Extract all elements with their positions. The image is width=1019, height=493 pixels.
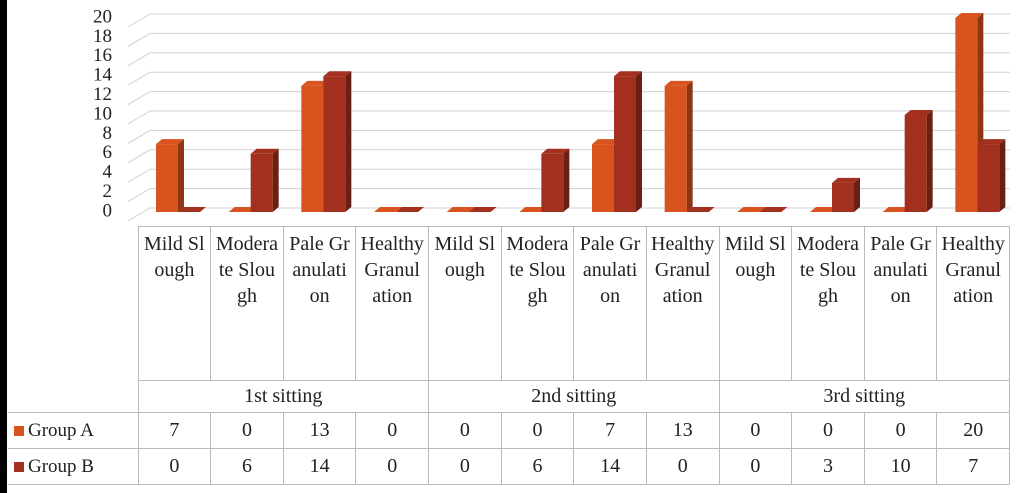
y-tick-label: 10 bbox=[93, 103, 112, 124]
y-tick-label: 16 bbox=[93, 45, 112, 66]
y-tick-label: 18 bbox=[93, 26, 112, 47]
value-cell: 6 bbox=[210, 448, 284, 485]
bar bbox=[519, 207, 548, 212]
y-tick-label: 12 bbox=[93, 84, 112, 105]
y-tick-label: 4 bbox=[103, 162, 113, 183]
value-cell: 7 bbox=[573, 412, 647, 449]
value-cell: 0 bbox=[428, 412, 502, 449]
bar bbox=[541, 148, 570, 212]
y-tick-label: 6 bbox=[103, 142, 113, 163]
x-tick-label: Pale Granulation bbox=[863, 226, 938, 381]
grid-line bbox=[127, 52, 1010, 67]
group-row: 1st sitting 2nd sitting 3rd sitting bbox=[8, 380, 1010, 413]
grid-line bbox=[127, 129, 1010, 144]
bar bbox=[882, 207, 911, 212]
value-cell: 0 bbox=[210, 412, 284, 449]
value-cell: 0 bbox=[500, 412, 575, 449]
value-cell: 0 bbox=[137, 448, 212, 485]
bar bbox=[446, 207, 475, 212]
value-cell: 10 bbox=[863, 448, 938, 485]
value-cell: 0 bbox=[718, 412, 793, 449]
value-cell: 3 bbox=[791, 448, 865, 485]
bar bbox=[468, 207, 497, 212]
grid-line bbox=[127, 13, 1010, 28]
value-cell: 20 bbox=[936, 412, 1010, 449]
legend-swatch bbox=[14, 461, 24, 472]
value-cell: 13 bbox=[645, 412, 720, 449]
legend-entry: Group B bbox=[8, 448, 139, 485]
bar bbox=[737, 207, 766, 212]
x-tick-label: Healthy Granulation bbox=[645, 226, 720, 381]
value-cell: 7 bbox=[137, 412, 212, 449]
category-row: Mild Slough Moderate Slough Pale Granulati… bbox=[8, 226, 1010, 381]
bar bbox=[178, 207, 206, 212]
bar bbox=[396, 207, 424, 212]
grid-line bbox=[127, 32, 1010, 47]
grid-line bbox=[127, 110, 1010, 125]
x-tick-label: Pale Granulation bbox=[282, 226, 357, 381]
value-cell: 13 bbox=[282, 412, 357, 449]
legend-entry: Group A bbox=[8, 412, 139, 449]
y-tick-label: 8 bbox=[103, 123, 113, 144]
x-tick-label: Moderate Slough bbox=[791, 226, 865, 381]
bar bbox=[977, 139, 1006, 212]
y-tick-label: 14 bbox=[93, 65, 113, 86]
legend-label: Group A bbox=[28, 419, 94, 441]
value-cell: 0 bbox=[428, 448, 502, 485]
value-cell: 14 bbox=[573, 448, 647, 485]
frame-edge bbox=[0, 0, 7, 493]
x-tick-label: Healthy Granulation bbox=[936, 226, 1010, 381]
blank bbox=[8, 226, 139, 381]
series-row: Group B 0 6 14 0 0 6 14 0 0 3 10 7 bbox=[8, 448, 1010, 485]
data-table: Mild Slough Moderate Slough Pale Granulati… bbox=[8, 226, 1010, 485]
y-tick-label: 0 bbox=[103, 200, 113, 221]
x-tick-label: Pale Granulation bbox=[573, 226, 647, 381]
x-tick-label: Moderate Slough bbox=[210, 226, 284, 381]
value-cell: 0 bbox=[791, 412, 865, 449]
bar bbox=[904, 110, 933, 212]
group-label: 3rd sitting bbox=[718, 380, 1010, 413]
bar bbox=[810, 207, 838, 212]
value-cell: 0 bbox=[645, 448, 720, 485]
bar bbox=[664, 80, 693, 213]
bar bbox=[156, 139, 184, 212]
y-tick-label: 20 bbox=[93, 6, 112, 27]
bar bbox=[759, 207, 788, 212]
y-tick-label: 2 bbox=[103, 181, 113, 202]
bar bbox=[374, 207, 402, 212]
bar bbox=[323, 71, 352, 212]
grid-line bbox=[127, 91, 1010, 106]
grid-line bbox=[127, 188, 1010, 203]
value-cell: 6 bbox=[500, 448, 575, 485]
value-cell: 0 bbox=[355, 412, 429, 449]
grid-line bbox=[127, 149, 1010, 164]
series-row: Group A 7 0 13 0 0 0 7 13 0 0 0 20 bbox=[8, 412, 1010, 449]
x-tick-label: Mild Slough bbox=[137, 226, 212, 381]
group-label: 1st sitting bbox=[137, 380, 429, 413]
blank bbox=[8, 380, 139, 413]
bar bbox=[614, 71, 642, 212]
value-cell: 0 bbox=[863, 412, 938, 449]
bar bbox=[228, 207, 257, 212]
x-tick-label: Healthy Granulation bbox=[355, 226, 429, 381]
bar bbox=[250, 148, 279, 212]
legend-swatch bbox=[14, 425, 24, 436]
value-cell: 7 bbox=[936, 448, 1010, 485]
grid-line bbox=[127, 207, 1010, 222]
legend-label: Group B bbox=[28, 455, 94, 477]
group-label: 2nd sitting bbox=[428, 380, 720, 413]
grid-line bbox=[127, 71, 1010, 86]
bar bbox=[832, 177, 860, 212]
value-cell: 0 bbox=[718, 448, 793, 485]
x-tick-label: Mild Slough bbox=[428, 226, 502, 381]
value-cell: 0 bbox=[355, 448, 429, 485]
x-tick-label: Mild Slough bbox=[718, 226, 793, 381]
value-cell: 14 bbox=[282, 448, 357, 485]
grid-line bbox=[127, 168, 1010, 183]
bar bbox=[686, 207, 715, 212]
x-tick-label: Moderate Slough bbox=[500, 226, 575, 381]
